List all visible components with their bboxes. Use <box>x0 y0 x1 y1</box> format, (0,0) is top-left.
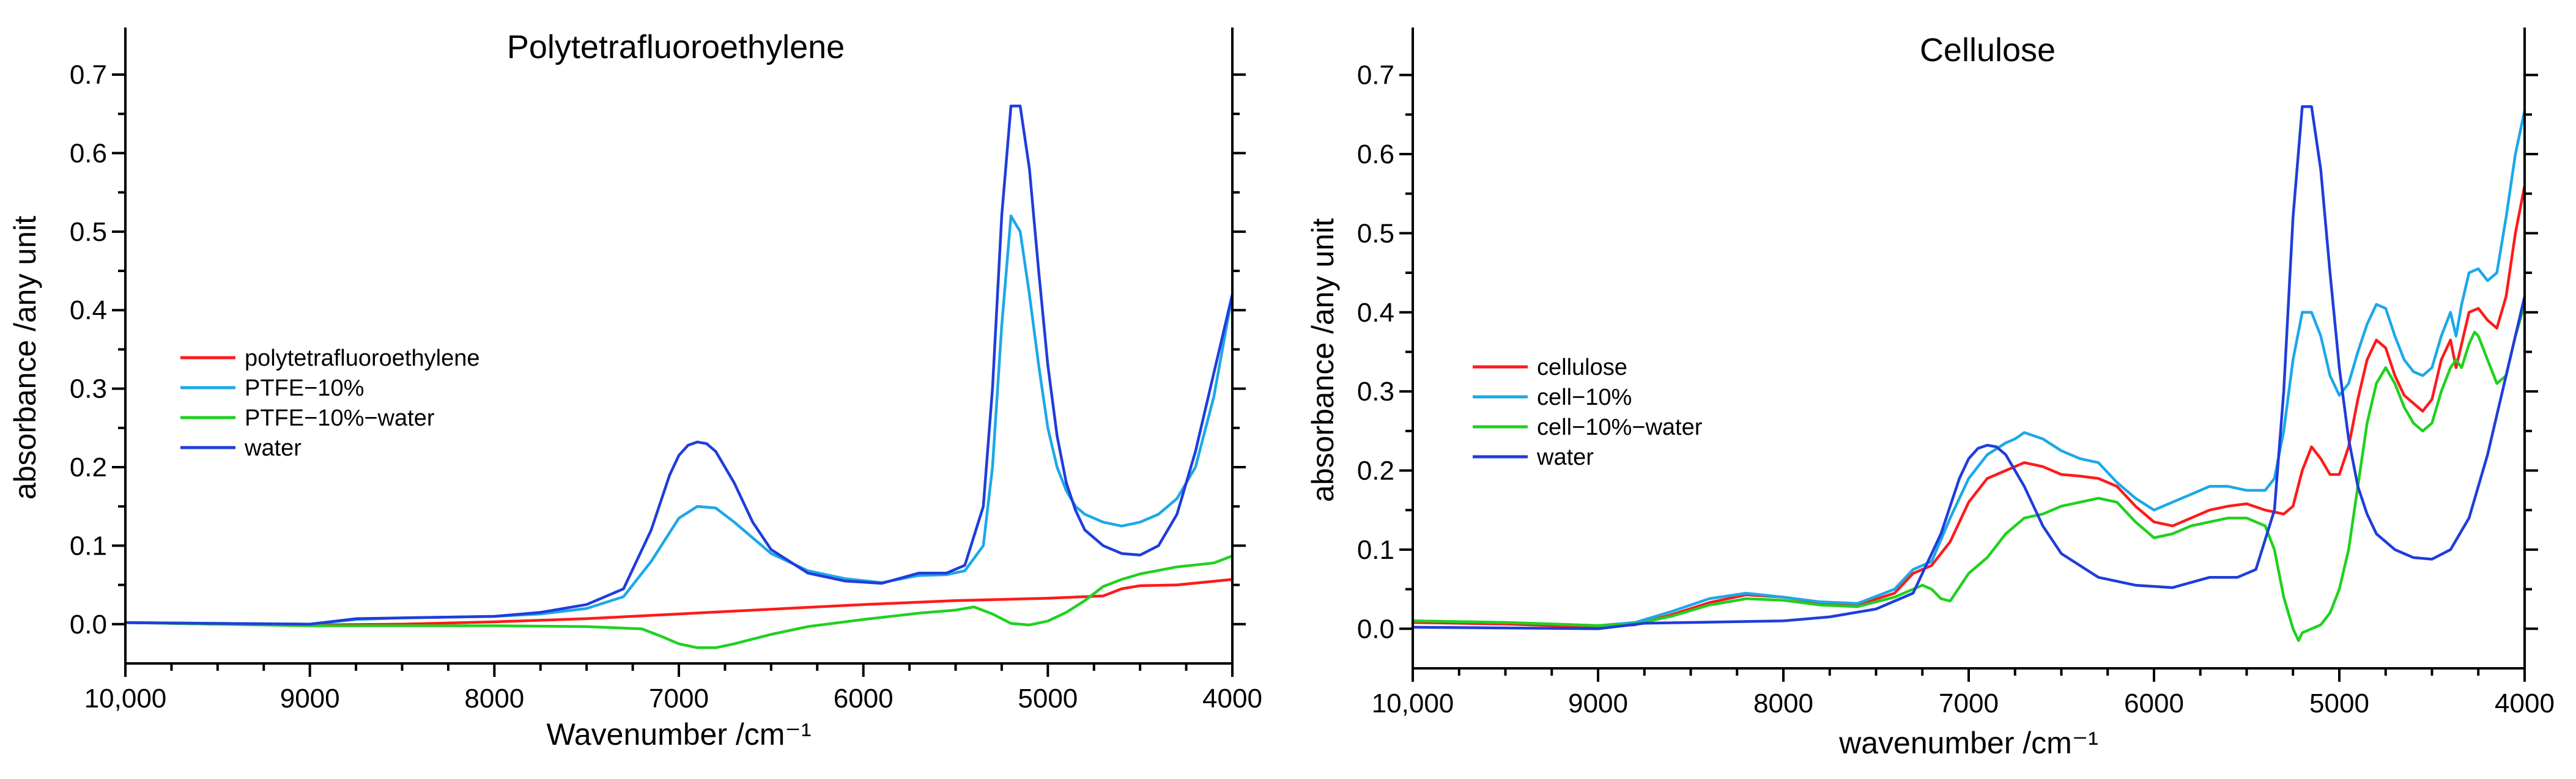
x-tick-label: 10,000 <box>1372 689 1454 718</box>
series-line-2-3 <box>1411 303 2526 642</box>
x-tick-label: 4000 <box>1202 684 1262 714</box>
chart-title: Polytetrafluoroethylene <box>507 29 845 65</box>
y-axis-title: absorbance /any unit <box>8 216 42 500</box>
legend-label: polytetrafluoroethylene <box>245 345 479 371</box>
series-line-2-1 <box>1411 184 2526 629</box>
legend-label: cell−10%−water <box>1537 415 1703 440</box>
x-tick-label: 6000 <box>2124 689 2184 718</box>
y-tick-label: 0.6 <box>70 138 107 168</box>
legend-label: cellulose <box>1537 355 1627 380</box>
y-tick-label: 0.3 <box>70 374 107 404</box>
x-axis-title: Wavenumber /cm⁻¹ <box>547 717 812 751</box>
x-tick-label: 9000 <box>1568 689 1628 718</box>
y-tick-label: 0.2 <box>70 452 107 482</box>
legend-label: PTFE−10%−water <box>245 405 435 431</box>
y-tick-label: 0.1 <box>1357 535 1394 565</box>
series-line-2-2 <box>1411 109 2526 627</box>
y-tick-label: 0.7 <box>70 60 107 90</box>
y-axis-title: absorbance /any unit <box>1306 218 1340 502</box>
legend-label: PTFE−10% <box>245 375 364 401</box>
y-tick-label: 0.3 <box>1357 377 1394 407</box>
y-tick-label: 0.4 <box>1357 298 1394 328</box>
series-line-1-3 <box>124 554 1234 649</box>
legend: polytetrafluoroethylene PTFE−10% PTFE−10%−… <box>180 345 479 461</box>
legend-label: water <box>1536 445 1594 470</box>
series-line-1-4 <box>124 105 1234 626</box>
x-tick-label: 5000 <box>2309 689 2369 718</box>
x-tick-label: 9000 <box>280 684 340 714</box>
x-tick-label: 5000 <box>1018 684 1078 714</box>
y-tick-label: 0.0 <box>70 610 107 640</box>
chart-title: Cellulose <box>1920 32 2056 68</box>
y-tick-label: 0.2 <box>1357 456 1394 486</box>
chart-panel-2: 10,000 9000 8000 7000 6000 5000 4000 0.0 0.1 0.2 0… <box>1306 28 2555 760</box>
y-tick-label: 0.1 <box>70 531 107 561</box>
y-tick-label: 0.5 <box>1357 218 1394 248</box>
x-tick-label: 8000 <box>1753 689 1813 718</box>
y-tick-label: 0.6 <box>1357 139 1394 169</box>
legend: cellulose cell−10% cell−10%−water water <box>1473 355 1703 470</box>
series-line-1-2 <box>124 214 1234 626</box>
x-tick-label: 7000 <box>649 684 709 714</box>
x-axis-title: wavenumber /cm⁻¹ <box>1838 726 2098 760</box>
legend-label: water <box>244 435 302 461</box>
x-tick-label: 10,000 <box>84 684 167 714</box>
y-tick-label: 0.0 <box>1357 614 1394 644</box>
series-line-2-4 <box>1411 105 2526 630</box>
chart-panel-1: 10,000 9000 8000 7000 6000 5000 4000 0.0 0.1 0.2 0… <box>8 28 1262 751</box>
y-tick-label: 0.7 <box>1357 61 1394 90</box>
x-tick-label: 7000 <box>1939 689 1999 718</box>
x-tick-label: 6000 <box>834 684 894 714</box>
y-tick-label: 0.5 <box>70 217 107 247</box>
y-tick-label: 0.4 <box>70 295 107 325</box>
x-tick-label: 8000 <box>464 684 524 714</box>
x-tick-label: 4000 <box>2495 689 2555 718</box>
legend-label: cell−10% <box>1537 385 1632 410</box>
